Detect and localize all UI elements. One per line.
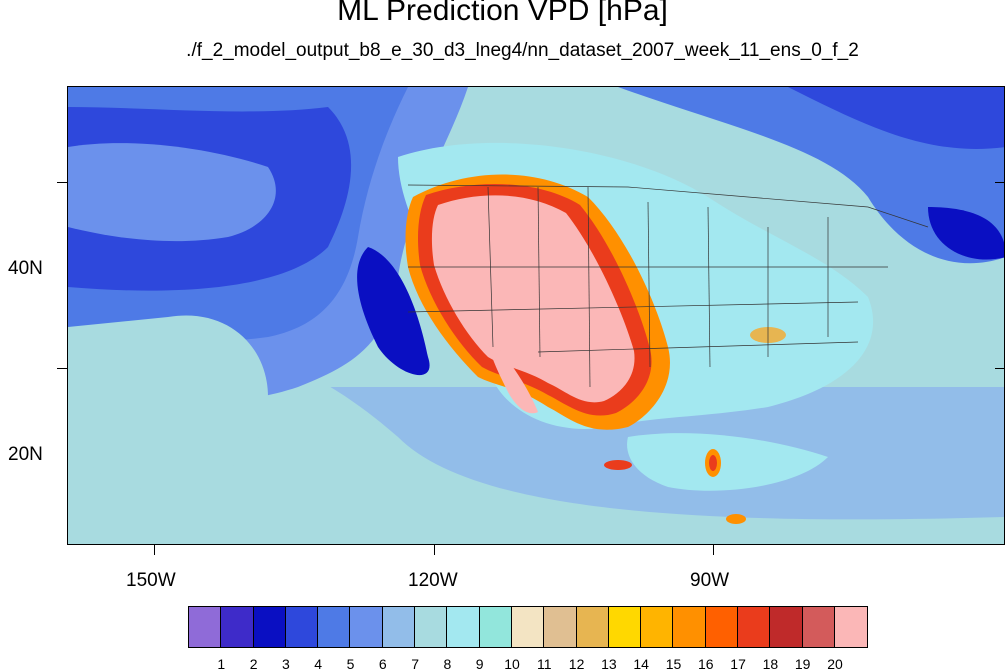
colorbar-label: 1 — [217, 656, 226, 672]
field-atlantic-deep — [928, 207, 1004, 260]
colorbar-swatch — [253, 607, 286, 647]
colorbar-swatch — [318, 607, 351, 647]
map-title: ML Prediction VPD [hPa] — [337, 0, 668, 27]
colorbar-label: 10 — [504, 656, 520, 672]
colorbar-swatch — [705, 607, 739, 647]
colorbar-label: 11 — [537, 656, 552, 672]
vpd-field — [68, 87, 1004, 544]
field-northeast-deep — [788, 87, 1004, 149]
colorbar-label: 15 — [665, 656, 682, 672]
colorbar-swatch — [382, 607, 416, 647]
colorbar-swatch — [608, 607, 642, 647]
field-south-light — [68, 332, 1004, 544]
colorbar-swatch — [221, 607, 254, 647]
colorbar-label: 19 — [794, 656, 811, 672]
colorbar-swatch — [770, 607, 803, 647]
colorbar-label: 2 — [249, 656, 258, 672]
colorbar-swatch — [802, 607, 835, 647]
colorbar-label: 3 — [281, 656, 290, 672]
lat-tick-20n-right — [995, 368, 1005, 369]
lon-tick-120w — [434, 545, 435, 555]
colorbar-label: 9 — [475, 656, 484, 672]
colorbar-swatch — [673, 607, 706, 647]
colorbar-swatch — [189, 607, 222, 647]
colorbar-swatch — [479, 607, 512, 647]
colorbar-swatch — [350, 607, 383, 647]
field-coast-deep — [357, 247, 430, 376]
colorbar-swatch — [738, 607, 771, 647]
colorbar-label: 8 — [443, 656, 452, 672]
field-hotspot-2 — [604, 460, 632, 470]
lon-label-90w: 90W — [690, 570, 730, 591]
lon-label-150w: 150W — [126, 570, 176, 591]
colorbar-swatch — [415, 607, 448, 647]
colorbar-label: 5 — [346, 656, 355, 672]
colorbar-label: 7 — [411, 656, 419, 672]
colorbar-label: 14 — [633, 656, 649, 672]
vpd-map — [67, 86, 1005, 545]
lat-tick-20n — [57, 368, 67, 369]
colorbar — [188, 606, 869, 648]
colorbar-label: 16 — [698, 656, 714, 672]
field-pacific-pool — [68, 315, 268, 489]
field-baja — [488, 337, 538, 414]
colorbar-label: 4 — [314, 656, 323, 672]
field-hotspot-4 — [726, 514, 746, 524]
colorbar-label: 17 — [730, 656, 746, 672]
colorbar-label: 6 — [378, 656, 387, 672]
field-pacific-patch — [68, 143, 276, 242]
colorbar-label: 20 — [827, 656, 843, 672]
lon-label-120w: 120W — [408, 570, 458, 591]
colorbar-swatch — [834, 607, 868, 647]
lon-tick-150w — [154, 545, 155, 555]
lat-tick-40n-right — [995, 182, 1005, 183]
colorbar-swatch — [641, 607, 674, 647]
colorbar-swatch — [511, 607, 545, 647]
lat-label-40n: 40N — [8, 258, 43, 279]
colorbar-swatch — [447, 607, 480, 647]
colorbar-label: 13 — [601, 656, 617, 672]
field-gulf — [627, 433, 828, 491]
borders — [407, 184, 929, 388]
field-hotspot-1-core — [709, 455, 717, 471]
map-subtitle: ./f_2_model_output_b8_e_30_d3_lneg4/nn_d… — [186, 40, 859, 61]
colorbar-swatch — [576, 607, 609, 647]
colorbar-label: 18 — [762, 656, 779, 672]
lat-label-20n: 20N — [8, 444, 43, 465]
lon-tick-90w — [713, 545, 714, 555]
lat-tick-40n — [57, 182, 67, 183]
colorbar-swatch — [544, 607, 577, 647]
colorbar-label: 12 — [568, 656, 585, 672]
colorbar-swatch — [285, 607, 319, 647]
